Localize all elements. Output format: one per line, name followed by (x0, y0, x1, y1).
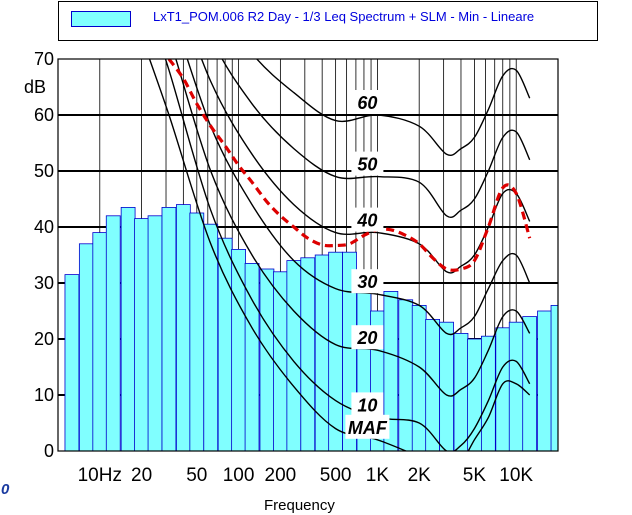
spectrum-bar (231, 248, 246, 451)
contour-label: 30 (357, 272, 377, 292)
x-tick-label: 100 (223, 465, 255, 486)
corner-mark: 0 (1, 481, 10, 498)
spectrum-bar (259, 268, 275, 451)
contour-label: 40 (356, 211, 377, 231)
contour-50 (221, 59, 531, 218)
y-tick-label: 50 (34, 161, 54, 181)
spectrum-bar (244, 262, 260, 451)
y-tick-label: 20 (34, 329, 54, 349)
spectrum-bar (78, 243, 94, 451)
y-tick-label: 10 (34, 385, 54, 405)
spectrum-bar (453, 332, 469, 451)
contour-label-bg (351, 207, 384, 232)
x-tick-label: 200 (265, 465, 297, 486)
legend-series-label: LxT1_POM.006 R2 Day - 1/3 Leq Spectrum +… (153, 9, 535, 24)
x-tick-labels: 10Hz 20 50 100 200 500 1K 2K 5K 10K (78, 465, 534, 486)
contour-label-bg (351, 325, 384, 350)
spectrum-bar (203, 223, 219, 451)
x-tick-label: 20 (131, 465, 152, 486)
contour-label-bg (351, 151, 384, 176)
contour-label-bg (351, 269, 384, 294)
contour-label: 10 (357, 395, 377, 415)
x-tick-label: 10Hz (78, 465, 122, 486)
contour-label: 60 (357, 93, 377, 113)
spectrum-bar (467, 338, 482, 451)
spectrum-bar (550, 304, 558, 451)
y-axis-label: dB (24, 77, 47, 97)
y-tick-label: 40 (34, 217, 54, 237)
spectrum-bar (189, 212, 205, 451)
spectrum-bar (300, 257, 316, 451)
spectrum-bar (398, 299, 414, 451)
spectrum-bar (495, 327, 511, 451)
spectrum-bar (147, 215, 163, 451)
red-curve-layer (167, 59, 532, 272)
spectrum-bar (411, 304, 427, 451)
contour-label: 20 (356, 328, 377, 348)
spectrum-bar (161, 206, 177, 451)
x-axis-label: Frequency (264, 497, 335, 514)
spectrum-bar (175, 204, 191, 451)
y-tick-label: 0 (44, 441, 54, 461)
x-tick-label: 2K (408, 465, 432, 486)
spectrum-bar (480, 335, 496, 451)
y-tick-label: 70 (34, 49, 54, 69)
contour-label: 50 (357, 155, 377, 175)
x-tick-label: 1K (366, 465, 390, 486)
spectrum-bar (92, 232, 108, 451)
spectrum-bar (105, 215, 121, 451)
legend: LxT1_POM.006 R2 Day - 1/3 Leq Spectrum +… (58, 1, 598, 41)
spectrum-bar (120, 206, 136, 451)
contour-labels: MAF 10 20 30 40 50 60 (345, 90, 390, 439)
spectrum-bar (273, 271, 288, 451)
spectrum-bar (328, 251, 343, 451)
contour-label: MAF (348, 418, 388, 438)
contour-maf (148, 59, 531, 451)
x-tick-label: 10K (499, 465, 533, 486)
spectrum-bar (383, 290, 399, 451)
plot-frame (57, 58, 559, 452)
contour-60 (255, 59, 531, 156)
contour-20 (175, 59, 531, 397)
y-tick-labels: 0 10 20 30 40 50 60 70 (34, 49, 54, 461)
spectrum-bar (439, 321, 454, 451)
x-tick-label: 50 (186, 465, 207, 486)
spectrum-bar (134, 218, 149, 451)
x-tick-label: 5K (463, 465, 487, 486)
legend-swatch (71, 11, 131, 27)
spectrum-bar (217, 237, 233, 451)
spectrum-bar (64, 274, 80, 451)
spectrum-bar (537, 310, 552, 451)
contour-10 (164, 59, 531, 451)
x-tick-label: 500 (320, 465, 352, 486)
red-dashed-curve (167, 59, 532, 272)
contour-label-bg (351, 392, 384, 417)
contour-label-bg (345, 414, 390, 439)
contour-label-bg (351, 90, 384, 114)
y-tick-label: 60 (34, 105, 54, 125)
y-tick-label: 30 (34, 273, 54, 293)
